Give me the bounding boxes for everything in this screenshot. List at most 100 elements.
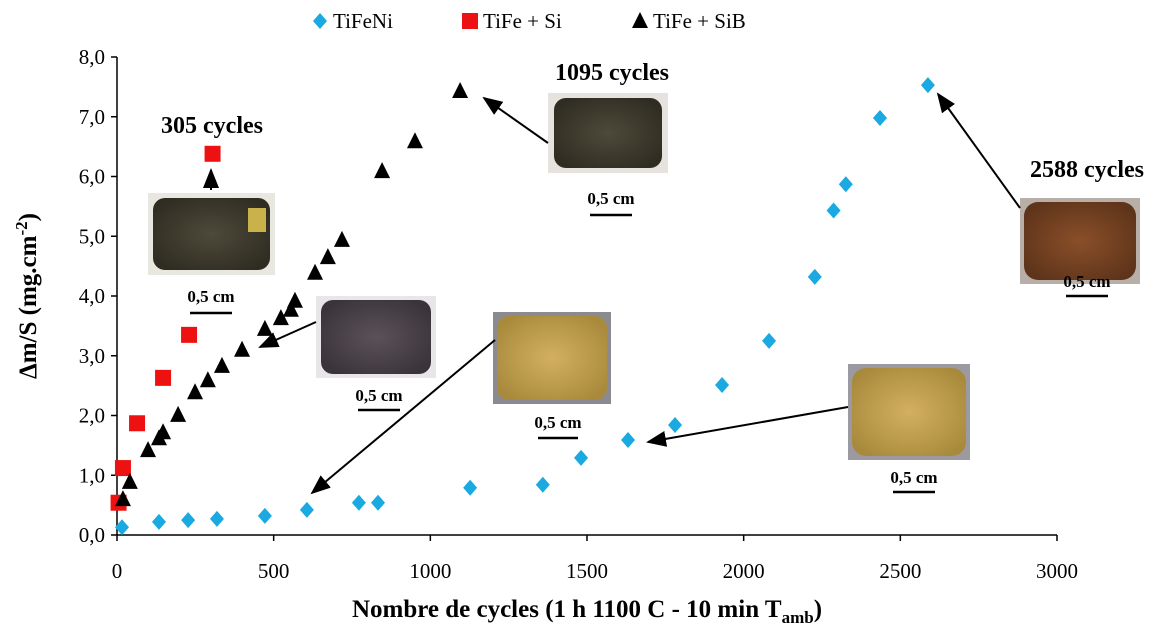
y-tick-label: 1,0 [79,463,105,487]
arrows [203,92,1021,495]
marker-triangle [333,230,350,247]
marker-diamond [209,510,224,527]
marker-triangle [140,441,157,458]
marker-diamond [535,476,550,493]
y-tick-label: 5,0 [79,224,105,248]
marker-square [204,145,221,162]
marker-triangle [406,132,423,149]
marker-diamond [299,501,314,518]
legend-label: TiFe + Si [483,9,562,33]
y-axis-title: Δm/S (mg.cm-2) [12,213,42,379]
marker-triangle [282,300,299,317]
scale-label: 0,5 cm [534,413,581,432]
photo [852,368,966,456]
photo [1024,202,1136,280]
arrow [482,96,549,144]
legend-label: TiFeNi [333,9,393,33]
marker-triangle [199,371,216,388]
annotation: 1095 cycles [555,60,669,86]
marker-triangle [452,82,469,99]
x-axis-title: Nombre de cycles (1 h 1100 C - 10 min Ta… [352,596,822,627]
legend-marker [462,13,478,29]
scale-label: 0,5 cm [1063,272,1110,291]
marker-diamond [872,109,887,126]
marker-diamond [715,377,730,394]
x-tick-label: 1500 [566,559,608,583]
legend-marker [632,12,648,28]
arrow [310,339,496,495]
photos [148,93,1140,460]
photo [321,300,431,374]
y-tick-label: 0,0 [79,523,105,547]
arrow [936,92,1021,209]
y-axis-title-text: Δm/S (mg.cm [15,235,42,379]
annotation: 305 cycles [161,113,263,139]
scale-labels: 0,5 cm 0,5 cm 0,5 cm 0,5 cm 0,5 cm 0,5 c… [187,189,1110,487]
y-tick-label: 2,0 [79,404,105,428]
y-tick-label: 6,0 [79,165,105,189]
marker-diamond [257,507,272,524]
marker-triangle [286,291,303,308]
marker-triangle [170,405,187,422]
photo [554,98,662,168]
scale-label: 0,5 cm [587,189,634,208]
legend-marker [313,13,327,29]
marker-square [155,369,172,386]
marker-diamond [351,494,366,511]
marker-diamond [181,512,196,529]
x-tick-label: 0 [112,559,123,583]
x-axis-title-text: Nombre de cycles (1 h 1100 C - 10 min T [352,596,782,623]
y-tick-label: 8,0 [79,45,105,69]
marker-square [129,415,146,432]
marker-diamond [463,479,478,496]
y-tick-label: 7,0 [79,105,105,129]
marker-triangle [256,319,273,336]
marker-triangle [121,472,138,489]
marker-triangle [155,423,172,440]
marker-triangle [213,356,230,373]
marker-diamond [826,202,841,219]
marker-diamond [807,268,822,285]
marker-diamond [115,519,130,536]
x-axis-title-sub: amb [782,608,814,627]
x-tick-label: 1000 [409,559,451,583]
photo [153,198,270,270]
marker-triangle [374,162,391,179]
marker-square [181,326,198,343]
marker-triangle [114,490,131,507]
y-tick-label: 3,0 [79,344,105,368]
y-axis-title-end: ) [15,213,42,221]
annotation: 2588 cycles [1030,157,1144,183]
scale-label: 0,5 cm [187,287,234,306]
marker-diamond [920,77,935,94]
marker-triangle [187,383,204,400]
legend-label: TiFe + SiB [653,9,746,33]
marker-diamond [621,431,636,448]
x-tick-label: 2000 [723,559,765,583]
marker-square [114,460,131,477]
x-axis-title-end: ) [814,596,822,623]
marker-diamond [574,449,589,466]
photo-spot [248,208,266,232]
y-tick-label: 4,0 [79,284,105,308]
marker-triangle [319,248,336,265]
x-tick-label: 3000 [1036,559,1078,583]
marker-triangle [234,340,251,357]
arrow [646,406,849,447]
scale-label: 0,5 cm [355,386,402,405]
marker-diamond [371,494,386,511]
marker-diamond [668,417,683,434]
marker-triangle [307,263,324,280]
marker-diamond [762,332,777,349]
photo [497,316,607,400]
marker-diamond [838,176,853,193]
marker-triangle [272,309,289,326]
y-axis-title-sup: -2 [12,221,31,235]
scale-bars [190,213,1108,494]
arrow [258,321,317,348]
x-tick-label: 500 [258,559,290,583]
scale-label: 0,5 cm [890,468,937,487]
x-tick-label: 2500 [879,559,921,583]
marker-diamond [151,513,166,530]
